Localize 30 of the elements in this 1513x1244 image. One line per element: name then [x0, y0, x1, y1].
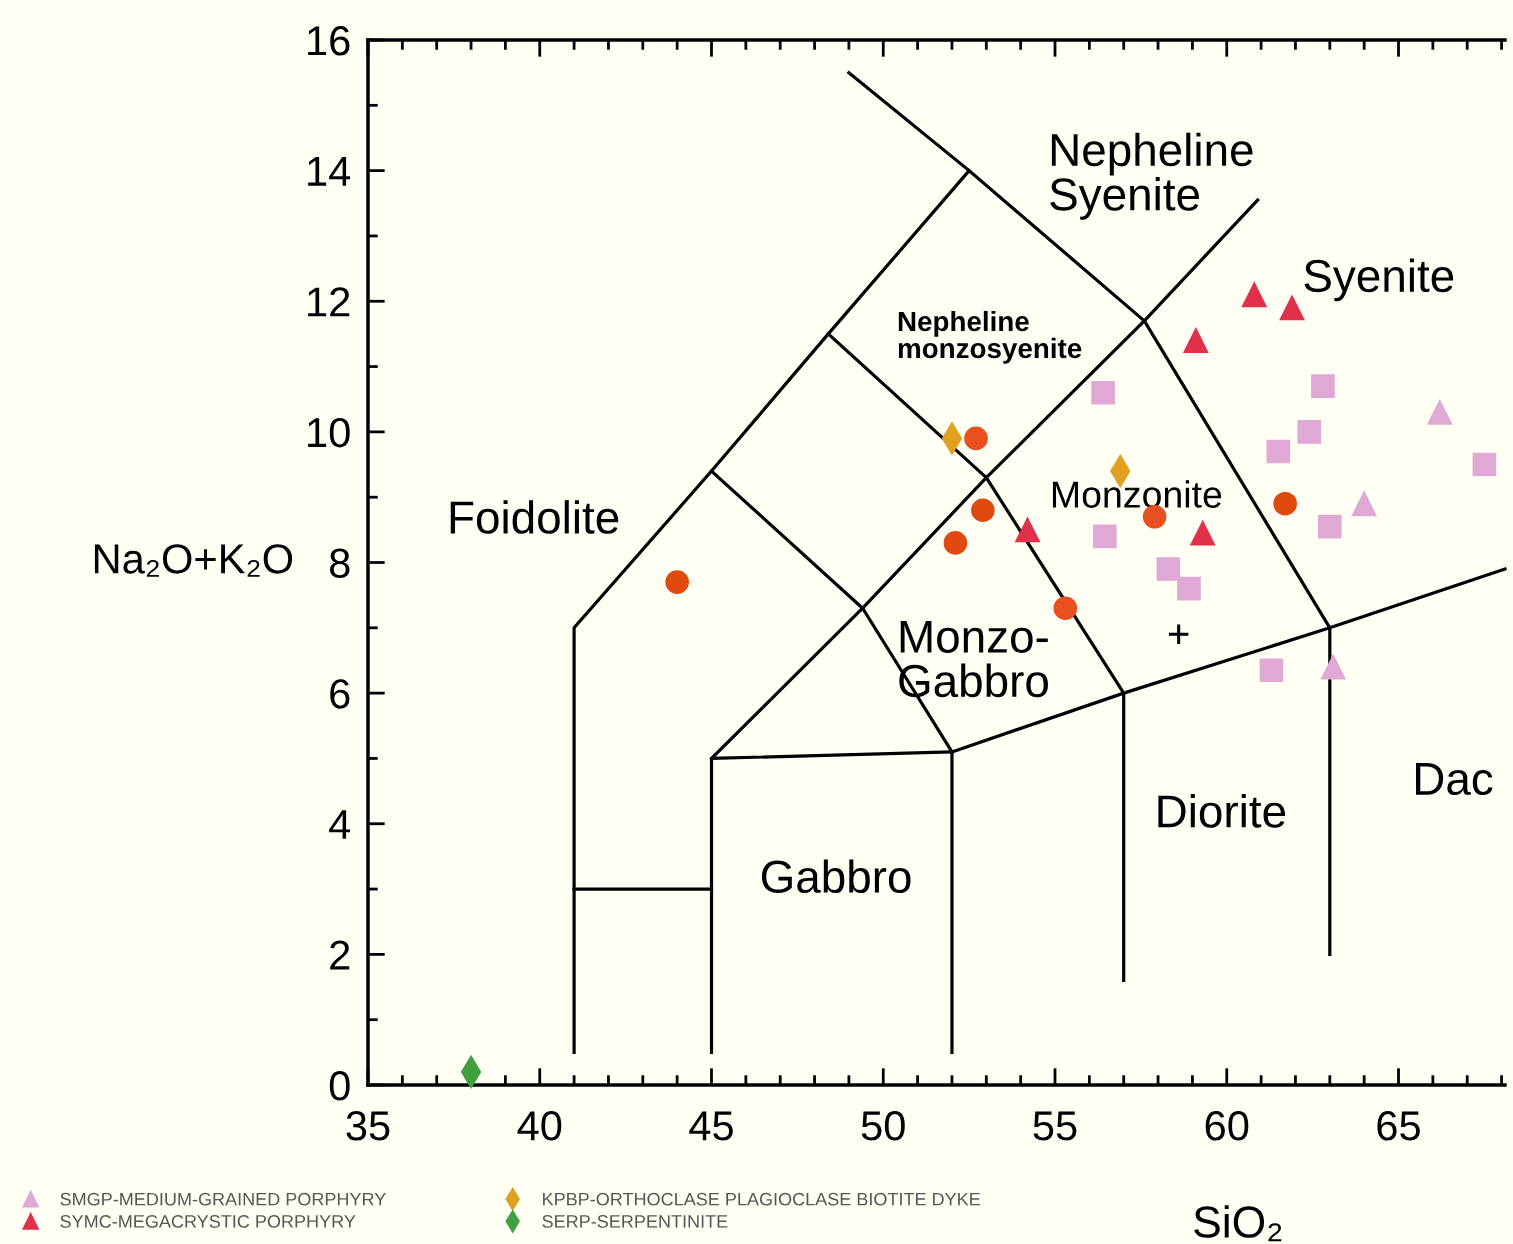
x-axis-title: SiO₂ — [1194, 1205, 1282, 1242]
legend-label: SYMC-MEGACRYSTIC PORPHYRY — [60, 1215, 356, 1228]
x-tick-label: 65 — [1377, 1111, 1420, 1141]
y-tick-label: 2 — [330, 940, 350, 970]
legend-label: SERP-SERPENTINITE — [542, 1215, 728, 1228]
x-tick-label: 45 — [689, 1111, 733, 1141]
y-tick-label: 16 — [308, 26, 350, 56]
annotation: Nepheline monzosyenite — [898, 310, 1082, 364]
y-tick-label: 6 — [330, 679, 350, 709]
annotation: Dac — [1416, 763, 1493, 796]
x-tick-label: 50 — [861, 1111, 905, 1141]
annotation: Foidolite — [450, 500, 619, 534]
y-tick-label: 8 — [329, 548, 350, 579]
y-tick-label: 0 — [329, 1071, 350, 1101]
x-tick-label: 55 — [1033, 1111, 1077, 1141]
legend-label: KPBP-ORTHOCLASE PLAGIOCLASE BIOTITE DYKE — [543, 1192, 980, 1206]
y-tick-label: 12 — [308, 287, 350, 317]
annotation: Monzonite — [1052, 480, 1222, 508]
x-tick-label: 40 — [517, 1111, 562, 1141]
legend-label: SMGP-MEDIUM-GRAINED PORPHYRY — [60, 1192, 386, 1206]
annotation: Syenite — [1304, 258, 1454, 302]
y-tick-label: 4 — [329, 810, 351, 839]
y-tick-label: 10 — [308, 417, 350, 448]
y-tick-label: 14 — [308, 157, 351, 186]
y-axis-title: Na₂O+K₂O — [94, 544, 293, 577]
annotation: Diorite — [1158, 794, 1286, 828]
x-tick-label: 35 — [346, 1111, 390, 1141]
annotation: Gabbro — [761, 859, 911, 894]
annotation: Nepheline Syenite — [1050, 132, 1253, 220]
x-tick-label: 60 — [1205, 1111, 1249, 1141]
